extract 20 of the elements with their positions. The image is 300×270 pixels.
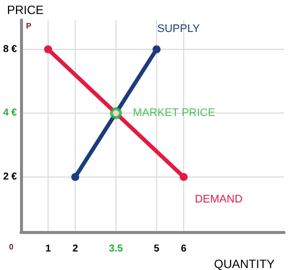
point	[44, 45, 52, 54]
x-tick-label: 6	[180, 244, 187, 254]
point	[71, 172, 80, 181]
x-tick-label: 2	[72, 244, 78, 254]
annotation: P	[26, 22, 32, 30]
point	[152, 45, 161, 54]
point	[180, 172, 188, 181]
x-axis-title: QUANTITY	[214, 257, 275, 270]
series-label: SUPPLY	[157, 22, 201, 35]
y-tick-label: 8 €	[3, 44, 18, 55]
x-tick-label: 1	[45, 244, 52, 254]
x-tick-label: 3.5	[108, 244, 124, 254]
point	[110, 107, 122, 120]
y-axis-title: PRICE	[7, 3, 44, 17]
text: 0	[9, 242, 14, 252]
y-tick-label: 2 €	[3, 171, 18, 182]
x-tick-label: 5	[154, 244, 160, 254]
series-label: MARKET PRICE	[132, 107, 216, 120]
series-label: DEMAND	[194, 193, 243, 206]
y-tick-label: 4 €	[3, 108, 18, 119]
